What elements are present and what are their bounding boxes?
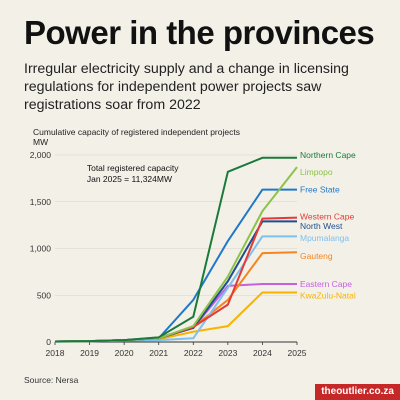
chart-title: Cumulative capacity of registered indepe… (33, 127, 240, 137)
series-label-limpopo: Limpopo (300, 167, 333, 177)
y-axis-ticks: 0 500 1,000 1,500 2,000 (30, 150, 52, 347)
series-line-kwazulu-natal (54, 291, 297, 343)
x-tick-label: 2020 (115, 348, 134, 358)
x-tick-label: 2024 (253, 348, 272, 358)
brand-badge: theoutlier.co.za (315, 384, 400, 400)
y-tick-label: 0 (46, 337, 51, 347)
series-label-north-west: North West (300, 221, 343, 231)
y-axis-unit: MW (33, 137, 49, 147)
y-tick-label: 1,000 (30, 244, 52, 254)
x-tick-label: 2019 (80, 348, 99, 358)
source-note: Source: Nersa (24, 375, 79, 385)
series-label-free-state: Free State (300, 185, 340, 195)
x-tick-label: 2021 (149, 348, 168, 358)
series-label-western-cape: Western Cape (300, 212, 354, 222)
series-label-eastern-cape: Eastern Cape (300, 279, 352, 289)
chart-title-block: Cumulative capacity of registered indepe… (33, 127, 240, 147)
x-axis-ticks: 2018 2019 2020 2021 2022 2023 2024 2025 (46, 342, 307, 358)
series-label-gauteng: Gauteng (300, 251, 333, 261)
x-tick-label: 2023 (218, 348, 237, 358)
y-tick-label: 2,000 (30, 150, 52, 160)
series-line-northern-cape (54, 156, 297, 343)
x-tick-label: 2022 (184, 348, 203, 358)
series-labels: Northern Cape Limpopo Free State Western Ca… (300, 150, 356, 300)
series-label-mpumalanga: Mpumalanga (300, 233, 349, 243)
x-tick-label: 2018 (46, 348, 65, 358)
y-tick-label: 1,500 (30, 197, 52, 207)
page-subtitle: Irregular electricity supply and a chang… (24, 61, 349, 113)
series-label-kwazulu-natal: KwaZulu-Natal (300, 290, 356, 300)
series-lines (54, 156, 298, 343)
y-tick-label: 500 (37, 290, 51, 300)
x-tick-label: 2025 (288, 348, 307, 358)
page-title: Power in the provinces (24, 14, 375, 51)
annotation-line-2: Jan 2025 = 11,324MW (87, 174, 172, 184)
series-line-western-cape (54, 216, 298, 343)
series-label-northern-cape: Northern Cape (300, 150, 356, 160)
annotation-line-1: Total registered capacity (87, 163, 179, 173)
